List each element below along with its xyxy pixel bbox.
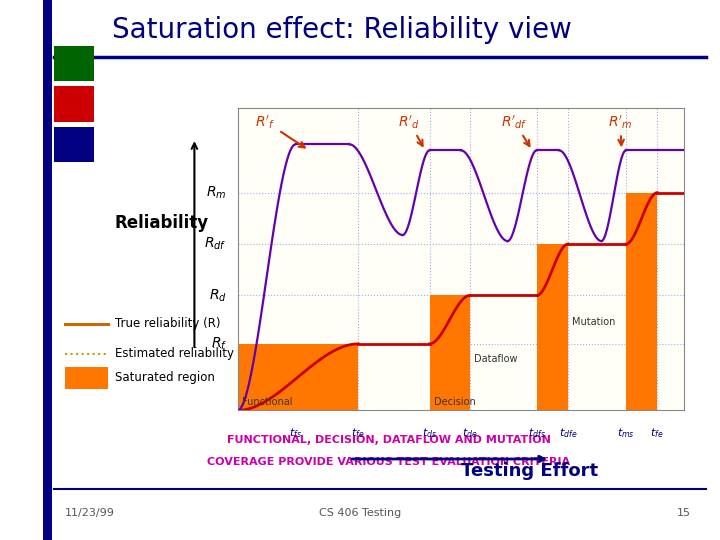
Text: 11/23/99: 11/23/99 bbox=[65, 508, 114, 518]
Text: Functional: Functional bbox=[242, 397, 292, 407]
Text: $t_{fs}$: $t_{fs}$ bbox=[289, 427, 302, 441]
Bar bbox=[54, 127, 94, 162]
Text: Estimated reliability (R'): Estimated reliability (R') bbox=[115, 347, 258, 360]
Text: $R_d$: $R_d$ bbox=[209, 287, 227, 303]
Text: Testing Effort: Testing Effort bbox=[461, 462, 598, 480]
Bar bbox=[54, 46, 94, 81]
Text: 15: 15 bbox=[678, 508, 691, 518]
Text: $R_f$: $R_f$ bbox=[210, 336, 227, 352]
Bar bbox=[430, 295, 469, 410]
Bar bbox=[238, 344, 358, 410]
Text: FUNCTIONAL, DECISION, DATAFLOW AND MUTATION: FUNCTIONAL, DECISION, DATAFLOW AND MUTAT… bbox=[227, 435, 551, 445]
Text: $R'_d$: $R'_d$ bbox=[398, 113, 423, 146]
Text: $R_m$: $R_m$ bbox=[207, 185, 227, 201]
Text: $t_{ms}$: $t_{ms}$ bbox=[617, 427, 635, 441]
Text: Dataflow: Dataflow bbox=[474, 354, 518, 364]
Bar bbox=[65, 367, 108, 389]
Text: Saturated region: Saturated region bbox=[115, 372, 215, 384]
Text: COVERAGE PROVIDE VARIOUS TEST EVALUATION CRITERIA: COVERAGE PROVIDE VARIOUS TEST EVALUATION… bbox=[207, 457, 570, 467]
Text: $t_{ds}$: $t_{ds}$ bbox=[422, 427, 437, 441]
Text: $t_{fe}$: $t_{fe}$ bbox=[650, 427, 664, 441]
Bar bbox=[54, 86, 94, 122]
Text: $R'_m$: $R'_m$ bbox=[608, 113, 633, 145]
Text: $t_{de}$: $t_{de}$ bbox=[462, 427, 477, 441]
Text: CS 406 Testing: CS 406 Testing bbox=[319, 508, 401, 518]
Text: True reliability (R): True reliability (R) bbox=[115, 318, 221, 330]
Text: $t_{dfe}$: $t_{dfe}$ bbox=[559, 427, 577, 441]
Text: $t_{fe}$: $t_{fe}$ bbox=[351, 427, 365, 441]
Text: $R'_f$: $R'_f$ bbox=[256, 113, 305, 147]
Text: $t_{dfs}$: $t_{dfs}$ bbox=[528, 427, 546, 441]
Text: Mutation: Mutation bbox=[572, 317, 616, 327]
Bar bbox=[43, 0, 52, 540]
Text: Saturation effect: Reliability view: Saturation effect: Reliability view bbox=[112, 16, 572, 44]
Bar bbox=[626, 193, 657, 410]
Text: Decision: Decision bbox=[434, 397, 476, 407]
Text: $R_{df}$: $R_{df}$ bbox=[204, 236, 227, 252]
Text: $R'_{df}$: $R'_{df}$ bbox=[501, 113, 529, 146]
Text: Reliability: Reliability bbox=[115, 214, 209, 232]
Bar bbox=[536, 244, 568, 410]
